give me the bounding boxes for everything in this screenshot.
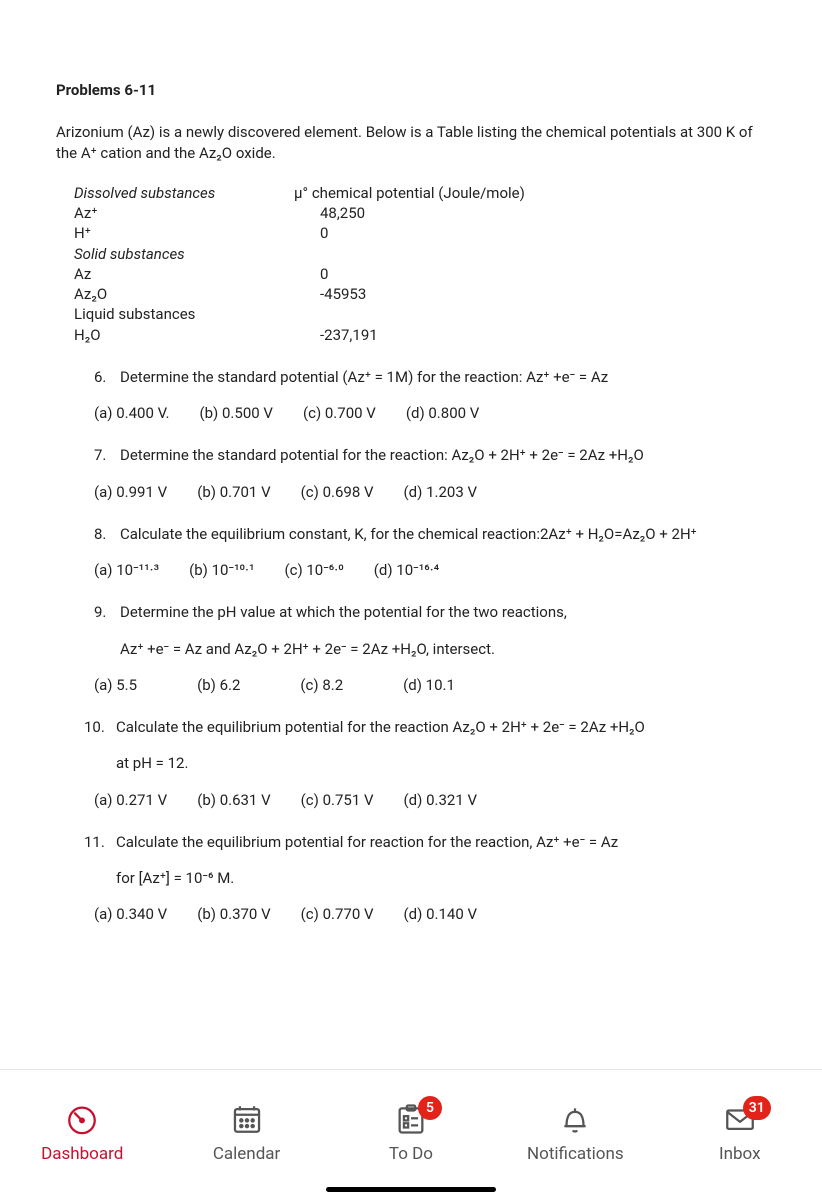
row-value: 48,250: [294, 203, 365, 223]
question-8: 8.Calculate the equilibrium constant, K,…: [94, 524, 766, 581]
section-solid: Solid substances: [74, 244, 294, 264]
row-label: Az₂O: [74, 284, 294, 304]
options-row: (a) 0.991 V (b) 0.701 V (c) 0.698 V (d) …: [94, 482, 766, 502]
home-indicator[interactable]: [326, 1187, 496, 1192]
nav-notifications[interactable]: Notifications: [505, 1102, 645, 1164]
nav-label: Inbox: [719, 1144, 761, 1164]
q-body: Calculate the equilibrium constant, K, f…: [120, 524, 766, 544]
problems-heading: Problems 6-11: [56, 80, 766, 100]
row-value: -237,191: [294, 325, 378, 345]
nav-label: To Do: [389, 1144, 433, 1164]
row-value: -45953: [294, 284, 366, 304]
option-a[interactable]: (a) 0.340 V: [94, 904, 167, 924]
option-a[interactable]: (a) 5.5: [94, 675, 137, 695]
q-subtext: for [Az⁺] = 10⁻⁶ M.: [116, 868, 766, 888]
option-a[interactable]: (a) 0.400 V.: [94, 403, 170, 423]
option-b[interactable]: (b) 6.2: [197, 675, 240, 695]
nav-inbox[interactable]: 31 Inbox: [670, 1102, 810, 1164]
table-row: Az 0: [74, 264, 766, 284]
q-body: Determine the pH value at which the pote…: [120, 602, 766, 622]
potentials-table: Dissolved substances µ° chemical potenti…: [74, 183, 766, 345]
dashboard-icon: [65, 1102, 99, 1136]
option-d[interactable]: (d) 0.800 V: [406, 403, 479, 423]
q-number: 7.: [94, 445, 120, 465]
q-body: Calculate the equilibrium potential for …: [116, 832, 766, 852]
option-a[interactable]: (a) 10⁻¹¹·³: [94, 560, 159, 580]
q-subtext: Az⁺ +e⁻ = Az and Az₂O + 2H⁺ + 2e⁻ = 2Az …: [120, 639, 766, 659]
q-body: Determine the standard potential for the…: [120, 445, 766, 465]
option-b[interactable]: (b) 10⁻¹⁰·¹: [189, 560, 254, 580]
calendar-icon: [230, 1102, 264, 1136]
nav-dashboard[interactable]: Dashboard: [12, 1102, 152, 1164]
inbox-badge: 31: [743, 1096, 771, 1120]
question-10: 10.Calculate the equilibrium potential f…: [84, 717, 766, 810]
nav-label: Notifications: [527, 1144, 624, 1164]
section-liquid: Liquid substances: [74, 304, 294, 324]
option-c[interactable]: (c) 10⁻⁶·⁰: [284, 560, 343, 580]
option-d[interactable]: (d) 10⁻¹⁶·⁴: [374, 560, 439, 580]
option-d[interactable]: (d) 1.203 V: [404, 482, 477, 502]
q-number: 11.: [84, 832, 116, 852]
option-b[interactable]: (b) 0.631 V: [197, 790, 270, 810]
row-label: H⁺: [74, 223, 294, 243]
section-dissolved: Dissolved substances: [74, 183, 294, 203]
options-row: (a) 5.5 (b) 6.2 (c) 8.2 (d) 10.1: [94, 675, 766, 695]
todo-icon: 5: [394, 1102, 428, 1136]
nav-label: Calendar: [213, 1144, 280, 1164]
question-7: 7.Determine the standard potential for t…: [94, 445, 766, 502]
table-row: H⁺ 0: [74, 223, 766, 243]
options-row: (a) 0.400 V. (b) 0.500 V (c) 0.700 V (d)…: [94, 403, 766, 423]
options-row: (a) 0.271 V (b) 0.631 V (c) 0.751 V (d) …: [94, 790, 766, 810]
option-a[interactable]: (a) 0.271 V: [94, 790, 167, 810]
nav-calendar[interactable]: Calendar: [177, 1102, 317, 1164]
option-a[interactable]: (a) 0.991 V: [94, 482, 167, 502]
question-6: 6.Determine the standard potential (Az⁺ …: [94, 367, 766, 424]
option-c[interactable]: (c) 0.698 V: [301, 482, 374, 502]
question-9: 9.Determine the pH value at which the po…: [94, 602, 766, 695]
q-number: 8.: [94, 524, 120, 544]
option-b[interactable]: (b) 0.500 V: [200, 403, 273, 423]
q-number: 9.: [94, 602, 120, 622]
q-body: Determine the standard potential (Az⁺ = …: [120, 367, 766, 387]
option-b[interactable]: (b) 0.370 V: [197, 904, 270, 924]
option-c[interactable]: (c) 0.770 V: [301, 904, 374, 924]
table-row: Az⁺ 48,250: [74, 203, 766, 223]
option-c[interactable]: (c) 8.2: [300, 675, 343, 695]
row-label: Az: [74, 264, 294, 284]
question-11: 11.Calculate the equilibrium potential f…: [84, 832, 766, 925]
question-list: 6.Determine the standard potential (Az⁺ …: [94, 367, 766, 925]
mail-icon: 31: [723, 1102, 757, 1136]
q-body: Calculate the equilibrium potential for …: [116, 717, 766, 737]
table-header-col2: µ° chemical potential (Joule/mole): [294, 183, 525, 203]
q-number: 10.: [84, 717, 116, 737]
document-content: Problems 6-11 Arizonium (Az) is a newly …: [0, 0, 822, 925]
table-row: Az₂O -45953: [74, 284, 766, 304]
row-label: H₂O: [74, 325, 294, 345]
intro-paragraph: Arizonium (Az) is a newly discovered ele…: [56, 122, 766, 163]
options-row: (a) 10⁻¹¹·³ (b) 10⁻¹⁰·¹ (c) 10⁻⁶·⁰ (d) 1…: [94, 560, 766, 580]
q-subtext: at pH = 12.: [116, 753, 766, 773]
option-c[interactable]: (c) 0.751 V: [301, 790, 374, 810]
todo-badge: 5: [418, 1096, 442, 1120]
options-row: (a) 0.340 V (b) 0.370 V (c) 0.770 V (d) …: [94, 904, 766, 924]
nav-todo[interactable]: 5 To Do: [341, 1102, 481, 1164]
option-b[interactable]: (b) 0.701 V: [197, 482, 270, 502]
q-number: 6.: [94, 367, 120, 387]
option-d[interactable]: (d) 0.140 V: [404, 904, 477, 924]
option-c[interactable]: (c) 0.700 V: [303, 403, 376, 423]
option-d[interactable]: (d) 0.321 V: [404, 790, 477, 810]
table-row: H₂O -237,191: [74, 325, 766, 345]
bell-icon: [558, 1102, 592, 1136]
row-value: 0: [294, 223, 328, 243]
nav-label: Dashboard: [41, 1144, 123, 1164]
bottom-nav: Dashboard Calendar 5 To Do: [0, 1090, 822, 1200]
nav-separator: [0, 1069, 822, 1070]
option-d[interactable]: (d) 10.1: [403, 675, 455, 695]
row-value: 0: [294, 264, 328, 284]
row-label: Az⁺: [74, 203, 294, 223]
